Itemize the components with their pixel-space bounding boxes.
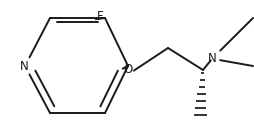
Text: N: N xyxy=(208,52,216,65)
Text: N: N xyxy=(20,60,28,72)
Text: F: F xyxy=(97,10,104,23)
Text: O: O xyxy=(124,63,133,76)
